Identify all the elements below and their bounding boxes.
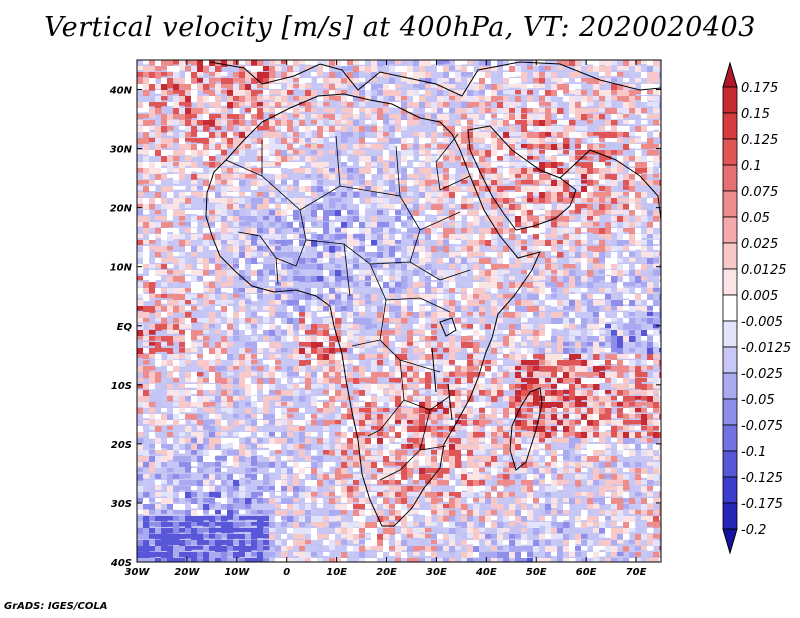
colorbar-swatch bbox=[722, 112, 738, 140]
lat-label: 40S bbox=[110, 558, 132, 569]
velocity-field bbox=[137, 60, 661, 562]
colorbar-swatch bbox=[722, 138, 738, 166]
colorbar-label: 0.15 bbox=[741, 107, 770, 122]
colorbar-swatch bbox=[722, 190, 738, 218]
lat-label: 30S bbox=[111, 499, 132, 510]
colorbar-swatch bbox=[722, 372, 738, 400]
lat-label: 20N bbox=[110, 204, 133, 215]
colorbar-label: -0.005 bbox=[741, 315, 783, 330]
colorbar-label: 0.1 bbox=[741, 159, 762, 174]
colorbar-swatch bbox=[722, 346, 738, 374]
colorbar-label: -0.175 bbox=[741, 497, 783, 512]
colorbar-swatch bbox=[722, 294, 738, 322]
colorbar-label: 0.125 bbox=[741, 133, 778, 148]
colorbar: 0.175 0.15 0.125 0.1 0.075 0.05 0.025 0.0125 0.0… bbox=[722, 61, 791, 555]
colorbar-swatch bbox=[722, 86, 738, 114]
colorbar-swatch bbox=[722, 242, 738, 270]
plot-frame bbox=[136, 59, 662, 563]
colorbar-label: -0.125 bbox=[741, 471, 783, 486]
lon-label: 50E bbox=[526, 567, 547, 578]
colorbar-swatch bbox=[722, 424, 738, 452]
colorbar-min-arrow bbox=[722, 528, 738, 555]
coastlines-and-borders bbox=[205, 61, 661, 527]
lon-label: 20W bbox=[174, 567, 200, 578]
colorbar-label: 0.005 bbox=[741, 289, 778, 304]
lon-label: 70E bbox=[626, 567, 647, 578]
lon-label: 10E bbox=[326, 567, 347, 578]
madagascar-coastline bbox=[509, 387, 543, 471]
lake-tanganyika bbox=[431, 347, 437, 393]
lon-label: 60E bbox=[576, 567, 597, 578]
colorbar-label: 0.0125 bbox=[741, 263, 787, 278]
lat-label: 30N bbox=[110, 145, 133, 156]
africa-coastline bbox=[205, 93, 541, 527]
colorbar-swatch bbox=[722, 320, 738, 348]
colorbar-swatch bbox=[722, 450, 738, 478]
lon-label: 20E bbox=[376, 567, 397, 578]
colorbar-label: -0.1 bbox=[741, 445, 766, 460]
colorbar-swatch bbox=[722, 164, 738, 192]
lon-label: 30W bbox=[125, 567, 151, 578]
lon-label: 0 bbox=[283, 567, 290, 578]
colorbar-swatch bbox=[722, 216, 738, 244]
colorbar-label: 0.05 bbox=[741, 211, 770, 226]
lake-victoria bbox=[439, 317, 457, 337]
country-borders bbox=[225, 133, 471, 481]
europe-coastline bbox=[209, 61, 661, 97]
colorbar-label: -0.05 bbox=[741, 393, 775, 408]
colorbar-max-arrow bbox=[722, 61, 738, 88]
lake-malawi bbox=[447, 383, 453, 421]
colorbar-label: 0.175 bbox=[741, 81, 778, 96]
colorbar-label: 0.025 bbox=[741, 237, 778, 252]
lon-label: 10W bbox=[224, 567, 250, 578]
colorbar-swatch bbox=[722, 502, 738, 530]
colorbar-swatch bbox=[722, 268, 738, 296]
page-title: Vertical velocity [m/s] at 400hPa, VT: 2… bbox=[44, 12, 756, 43]
colorbar-label: -0.025 bbox=[741, 367, 783, 382]
footer-credit: GrADS: IGES/COLA bbox=[4, 601, 108, 612]
lat-label: 20S bbox=[111, 440, 132, 451]
colorbar-swatch bbox=[722, 398, 738, 426]
lat-label: 10N bbox=[110, 263, 133, 274]
lat-label: EQ bbox=[117, 322, 133, 333]
colorbar-swatch bbox=[722, 476, 738, 504]
colorbar-label: -0.0125 bbox=[741, 341, 791, 356]
lat-label: 10S bbox=[111, 381, 132, 392]
asia-coastline bbox=[559, 149, 661, 221]
colorbar-label: 0.075 bbox=[741, 185, 778, 200]
lat-label: 40N bbox=[109, 86, 133, 97]
arabia-coastline bbox=[467, 125, 577, 231]
lon-label: 30E bbox=[426, 567, 447, 578]
colorbar-label: -0.075 bbox=[741, 419, 783, 434]
colorbar-label: -0.2 bbox=[741, 523, 766, 538]
lon-label: 40E bbox=[475, 567, 497, 578]
